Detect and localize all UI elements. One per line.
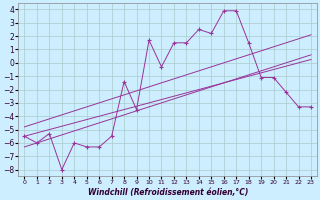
X-axis label: Windchill (Refroidissement éolien,°C): Windchill (Refroidissement éolien,°C): [88, 188, 248, 197]
